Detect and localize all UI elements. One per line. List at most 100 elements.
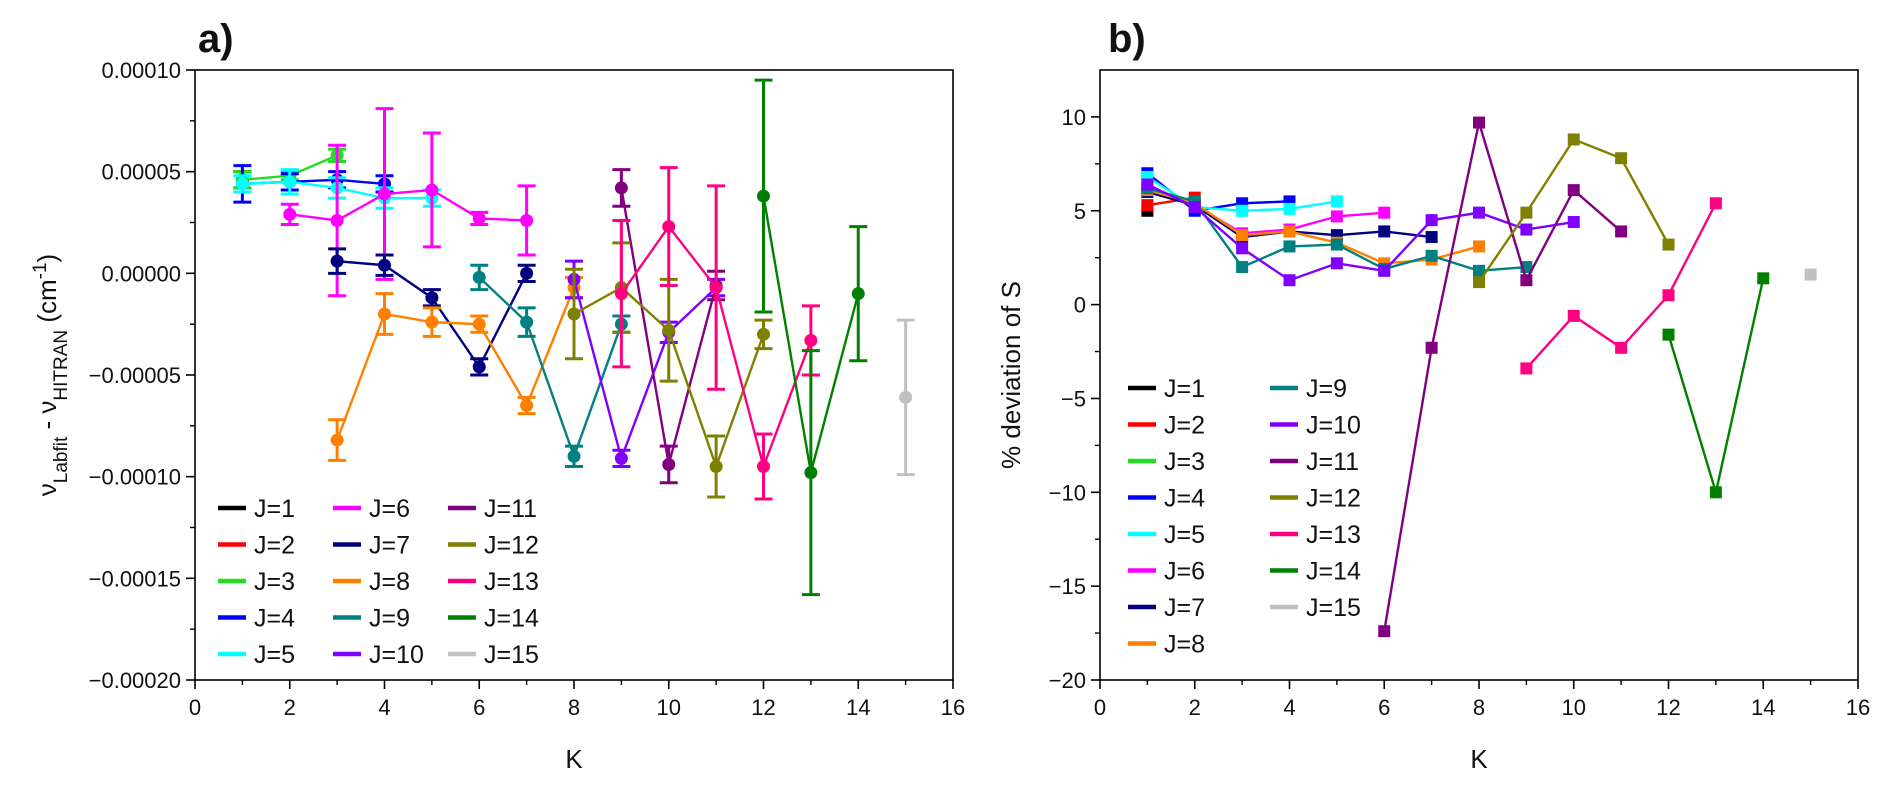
legend-item-a-J11: J=11: [448, 495, 537, 523]
legend-label-J=2: J=2: [254, 532, 295, 560]
data-point-J=13-K12: [757, 460, 770, 473]
data-point-J=6-K6: [472, 211, 486, 225]
legend-label-J=9: J=9: [1306, 375, 1347, 403]
data-point-J=15-K15: [899, 390, 913, 404]
axes-b: 0 2 4 6 8 10 12 14 16 −20 −15 −10 −5 0 5 10: [1049, 105, 1871, 720]
legend-item-b-J1: J=1: [1128, 375, 1205, 403]
legend-label-J=14: J=14: [484, 605, 539, 633]
data-point-J=10-K8: [1473, 206, 1485, 219]
y-title-sub-hitran: HITRAN: [51, 330, 72, 401]
y-tick-label-b-1: −15: [1049, 574, 1086, 599]
data-point-J=14-K12: [1662, 328, 1675, 341]
y-tick-label-a-4: 0.00000: [101, 261, 181, 286]
data-point-J=9-K4: [1283, 240, 1296, 253]
x-tick-label-a-10: 10: [657, 695, 681, 720]
legend-item-b-J14: J=14: [1270, 558, 1361, 586]
y-axis-title-a: νLabfit - νHITRAN (cm-1): [30, 254, 72, 496]
y-tick-label-b-3: −5: [1061, 386, 1086, 411]
y-tick-label-b-2: −10: [1049, 480, 1086, 505]
data-point-J=8-K4: [378, 307, 391, 321]
x-tick-label-a-12: 12: [751, 695, 775, 720]
plot-area-a: [233, 78, 915, 597]
data-point-J=7-K7: [1425, 231, 1438, 244]
data-point-J=8-K6: [472, 317, 486, 331]
y-title-nu-1: ν: [32, 483, 62, 496]
legend-label-J=13: J=13: [1306, 521, 1361, 549]
data-point-J=13-K10: [1567, 309, 1580, 322]
series-b-J14: [1662, 272, 1770, 499]
series-a-J12: [565, 241, 773, 499]
data-point-J=9-K7: [520, 315, 534, 329]
x-axis-title-a: K: [565, 744, 583, 774]
data-point-J=13-K13: [1709, 197, 1722, 210]
legend-label-J=12: J=12: [1306, 485, 1361, 513]
series-line-J=11: [1383, 122, 1622, 632]
x-tick-label-b-16: 16: [1846, 695, 1870, 720]
data-point-J=7-K6: [1378, 225, 1391, 238]
data-point-J=13-K9: [614, 287, 628, 301]
data-point-J=13-K11: [1615, 341, 1628, 354]
data-point-J=9-K6: [472, 270, 486, 284]
data-point-J=8-K8: [1473, 240, 1485, 253]
data-point-J=14-K13: [1709, 486, 1722, 499]
series-b-J10: [1141, 178, 1580, 287]
y-title-sup: -1: [30, 262, 51, 279]
x-tick-label-a-6: 6: [473, 695, 485, 720]
data-point-J=12-K8: [567, 307, 581, 321]
data-point-J=12-K9: [1520, 206, 1533, 219]
data-point-J=10-K1: [1141, 178, 1154, 191]
x-tick-label-b-4: 4: [1283, 695, 1295, 720]
legend-label-J=11: J=11: [484, 495, 537, 523]
legend-label-J=5: J=5: [254, 641, 295, 669]
legend-item-b-J11: J=11: [1270, 448, 1359, 476]
legend-label-J=1: J=1: [254, 495, 295, 523]
data-point-J=6-K5: [1330, 210, 1343, 223]
series-line-J=10: [572, 279, 717, 463]
legend-item-a-J9: J=9: [333, 605, 410, 633]
y-title-close: ): [32, 254, 62, 263]
data-point-J=14-K13: [804, 466, 818, 480]
x-tick-label-a-0: 0: [189, 695, 201, 720]
data-point-J=13-K13: [804, 333, 818, 347]
legend-item-a-J1: J=1: [218, 495, 295, 523]
series-b-J15: [1804, 268, 1817, 281]
data-point-J=6-K4: [378, 187, 391, 201]
x-tick-label-a-14: 14: [846, 695, 870, 720]
data-point-J=9-K8: [567, 449, 581, 463]
x-tick-label-b-2: 2: [1189, 695, 1201, 720]
series-a-J13: [612, 166, 820, 501]
series-b-J12: [1473, 133, 1675, 289]
data-point-J=7-K7: [520, 266, 534, 280]
legend-item-a-J15: J=15: [448, 641, 539, 669]
legend-item-a-J3: J=3: [218, 568, 295, 596]
legend-label-J=15: J=15: [1306, 594, 1361, 622]
y-tick-label-b-0: −20: [1049, 668, 1086, 693]
legend-a: J=1 J=2 J=3 J=4 J=5 J=6 J=7 J=8 J=9 J=10 J=11 J=12 J…: [218, 495, 539, 669]
data-point-J=13-K9: [1520, 362, 1533, 375]
data-point-J=12-K11: [709, 460, 723, 473]
data-point-J=7-K6: [472, 360, 486, 374]
panel-label-b: b): [1108, 17, 1146, 61]
legend-item-a-J13: J=13: [448, 568, 539, 596]
x-tick-label-b-12: 12: [1656, 695, 1680, 720]
x-tick-label-a-16: 16: [941, 695, 965, 720]
legend-label-J=13: J=13: [484, 568, 539, 596]
data-point-J=10-K9: [1520, 223, 1533, 236]
y-tick-label-a-6: 0.00010: [101, 58, 181, 83]
legend-label-J=1: J=1: [1164, 375, 1205, 403]
data-point-J=12-K10: [1567, 133, 1580, 146]
data-point-J=5-K4: [1283, 202, 1296, 215]
legend-label-J=7: J=7: [369, 532, 410, 560]
legend-item-a-J6: J=6: [333, 495, 410, 523]
data-point-J=11-K11: [1615, 225, 1628, 238]
data-point-J=10-K10: [1567, 216, 1580, 229]
x-tick-label-b-0: 0: [1094, 695, 1106, 720]
data-point-J=6-K2: [283, 207, 297, 221]
data-point-J=14-K12: [757, 189, 770, 203]
y-tick-label-a-0: −0.00020: [89, 668, 181, 693]
data-point-J=10-K7: [1425, 214, 1438, 227]
data-point-J=14-K14: [851, 287, 865, 301]
series-a-J14: [754, 78, 868, 597]
x-tick-label-b-6: 6: [1378, 695, 1390, 720]
legend-label-J=6: J=6: [369, 495, 410, 523]
